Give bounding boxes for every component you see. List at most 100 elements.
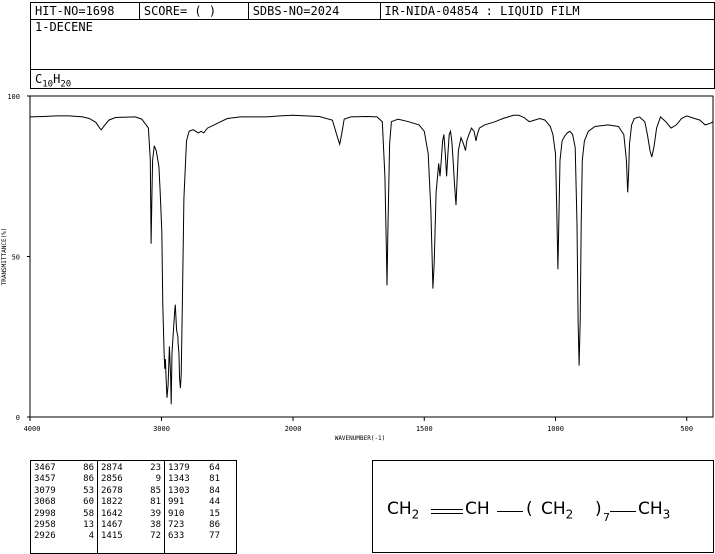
peak-wavenumber: 2856 <box>101 474 123 485</box>
peak-wavenumber: 910 <box>168 508 185 519</box>
peak-wavenumber: 2874 <box>101 463 123 473</box>
peak-table-row: 1343 81 <box>168 474 220 485</box>
peak-transmittance: 4 <box>88 531 94 542</box>
double-bond-lower <box>431 513 463 514</box>
peak-table-row: 1303 84 <box>168 486 220 497</box>
peak-transmittance: 23 <box>150 463 161 473</box>
peak-table-row: 2998 58 <box>34 509 94 520</box>
peak-transmittance: 85 <box>150 485 161 496</box>
peak-transmittance: 86 <box>83 463 94 473</box>
y-tick-label: 50 <box>12 254 20 262</box>
peak-wavenumber: 2998 <box>34 508 56 519</box>
x-tick-label: 1000 <box>547 425 564 433</box>
peak-table-row: 1415 72 <box>101 531 161 542</box>
compound-name: 1-DECENE <box>35 20 93 34</box>
ir-spectrum-chart: 4000 3000 2000 1500 1000 500 0 50 100 WAVENUMBER… <box>1 93 714 442</box>
peak-wavenumber: 1822 <box>101 497 123 508</box>
structure-repeat-count: 7 <box>603 511 610 524</box>
y-tick-label: 100 <box>7 93 20 101</box>
header-bar: HIT-NO=1698 SCORE= ( ) SDBS-NO=2024 IR-N… <box>30 2 715 20</box>
formula-box: C10H20 <box>30 69 715 89</box>
structure-box: CH2 CH ( CH2 ) 7 CH3 <box>372 460 714 553</box>
peak-wavenumber: 1642 <box>101 508 123 519</box>
peak-table-row: 3467 86 <box>34 463 94 474</box>
peak-transmittance: 81 <box>209 474 220 485</box>
peak-transmittance: 86 <box>209 520 220 531</box>
peak-transmittance: 9 <box>155 474 161 485</box>
peak-wavenumber: 3457 <box>34 474 56 485</box>
structure-ch3: CH3 <box>638 499 671 522</box>
structure-ch2-repeat: CH2 <box>541 499 574 522</box>
y-tick-label: 0 <box>16 414 20 422</box>
x-axis-label: WAVENUMBER(-1) <box>335 435 386 442</box>
x-tick-label: 1500 <box>416 425 433 433</box>
x-tick-label: 3000 <box>153 425 170 433</box>
molecular-formula: C10H20 <box>35 72 72 90</box>
peak-table-row: 3457 86 <box>34 474 94 485</box>
compound-name-box: 1-DECENE <box>30 18 715 70</box>
peak-table-row: 2926 4 <box>34 531 94 542</box>
peak-table-row: 3079 53 <box>34 486 94 497</box>
single-bond-2 <box>610 511 636 512</box>
peak-wavenumber: 1467 <box>101 520 123 531</box>
peak-table-row: 633 77 <box>168 531 220 542</box>
peak-transmittance: 77 <box>209 531 220 542</box>
single-bond-1 <box>497 511 523 512</box>
structure-paren-open: ( <box>526 499 533 519</box>
chart-axes <box>29 95 714 418</box>
peak-wavenumber: 1415 <box>101 531 123 542</box>
peak-wavenumber: 1379 <box>168 463 190 473</box>
x-tick-label: 4000 <box>24 425 41 433</box>
peak-wavenumber: 723 <box>168 520 185 531</box>
peak-transmittance: 86 <box>83 474 94 485</box>
peak-wavenumber: 3068 <box>34 497 56 508</box>
peak-wavenumber: 1343 <box>168 474 190 485</box>
peak-transmittance: 60 <box>83 497 94 508</box>
peak-table-row: 1379 64 <box>168 463 220 474</box>
peak-transmittance: 81 <box>150 497 161 508</box>
x-tick-label: 2000 <box>285 425 302 433</box>
peak-transmittance: 39 <box>150 508 161 519</box>
peak-transmittance: 64 <box>209 463 220 473</box>
peak-transmittance: 58 <box>83 508 94 519</box>
peak-table-row: 3068 60 <box>34 497 94 508</box>
peak-table-column: 1379 64 1343 81 1303 84 991 44 910 15 723 86 633 77 <box>165 461 223 553</box>
structure-paren-close: ) <box>595 499 602 519</box>
peak-table-column: 3467 86 3457 86 3079 53 3068 60 2998 58 2958 13 2926… <box>31 461 98 553</box>
structure-ch: CH <box>465 499 490 519</box>
peak-table-row: 2856 9 <box>101 474 161 485</box>
peak-table-column: 2874 23 2856 9 2678 85 1822 81 1642 39 1467 38 1415 7… <box>98 461 165 553</box>
peak-table-row: 2874 23 <box>101 463 161 474</box>
peak-wavenumber: 2678 <box>101 485 123 496</box>
hit-number: HIT-NO=1698 <box>31 3 140 19</box>
peak-transmittance: 44 <box>209 497 220 508</box>
double-bond-upper <box>431 509 463 510</box>
peak-wavenumber: 633 <box>168 531 185 542</box>
x-tick-label: 500 <box>680 425 693 433</box>
peak-wavenumber: 991 <box>168 497 185 508</box>
series-line-transmittance <box>29 114 714 405</box>
peak-table: 3467 86 3457 86 3079 53 3068 60 2998 58 2958 13 2926… <box>30 460 237 554</box>
peak-table-row: 1467 38 <box>101 520 161 531</box>
peak-table-row: 723 86 <box>168 520 220 531</box>
y-axis-label: TRANSMITTANCE(%) <box>1 228 8 286</box>
ir-info: IR-NIDA-04854 : LIQUID FILM <box>384 4 580 18</box>
peak-transmittance: 72 <box>150 531 161 542</box>
peak-table-row: 1822 81 <box>101 497 161 508</box>
plot-frame <box>29 95 714 418</box>
peak-wavenumber: 1303 <box>168 485 190 496</box>
score: SCORE= ( ) <box>140 3 249 19</box>
peak-wavenumber: 3079 <box>34 485 56 496</box>
peak-transmittance: 38 <box>150 520 161 531</box>
peak-table-row: 2678 85 <box>101 486 161 497</box>
peak-wavenumber: 2926 <box>34 531 56 542</box>
peak-table-row: 2958 13 <box>34 520 94 531</box>
peak-table-row: 1642 39 <box>101 509 161 520</box>
sdbs-number: SDBS-NO=2024 <box>249 3 381 19</box>
peak-wavenumber: 3467 <box>34 463 56 473</box>
structure-ch2: CH2 <box>387 499 420 522</box>
peak-table-row: 991 44 <box>168 497 220 508</box>
peak-table-row: 910 15 <box>168 509 220 520</box>
peak-transmittance: 15 <box>209 508 220 519</box>
chart-ticks: 4000 3000 2000 1500 1000 500 0 50 100 <box>7 93 693 433</box>
